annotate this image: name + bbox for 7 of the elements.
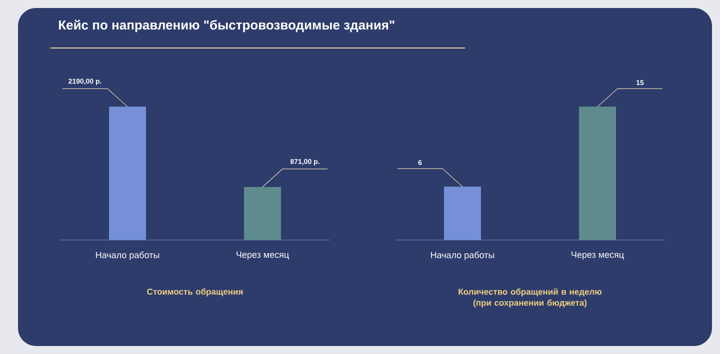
x-tick-label: Начало работы: [96, 252, 160, 260]
x-axis-title: Стоимость обращения: [147, 288, 243, 296]
chart-title: Кейс по направлению "быстровозводимые здания": [59, 20, 394, 32]
x-axis-title: Количество обращений в неделю (при сохранении бюджета): [458, 288, 602, 308]
x-tick-label: Через месяц: [236, 252, 289, 260]
x-tick-label: Через месяц: [572, 252, 624, 260]
x-tick-label: Начало работы: [431, 252, 494, 260]
